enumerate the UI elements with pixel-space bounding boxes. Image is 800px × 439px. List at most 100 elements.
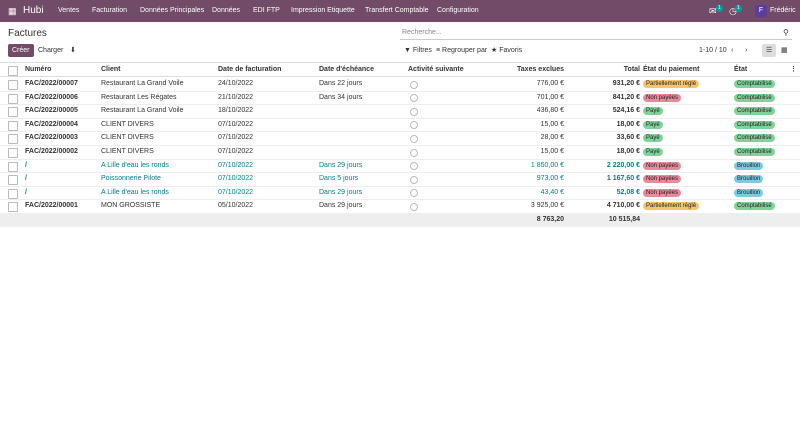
due-date-cell: Dans 34 jours	[319, 93, 363, 101]
row-checkbox[interactable]	[8, 148, 18, 158]
group-by-button[interactable]: ≡ Regrouper par	[436, 47, 488, 54]
invoice-row[interactable]: / Poissonnerie Pilote 07/10/2022 Dans 5 jou…	[0, 172, 800, 187]
number-cell: FAC/2022/00006	[25, 93, 78, 101]
invoice-row[interactable]: FAC/2022/00004 CLIENT DIVERS 07/10/2022 15,…	[0, 118, 800, 133]
optional-columns-toggle[interactable]: ⋮	[790, 66, 797, 73]
filters-label: Filtres	[412, 47, 432, 54]
menu-item[interactable]: Transfert Comptable	[365, 7, 429, 14]
invoice-row[interactable]: FAC/2022/00003 CLIENT DIVERS 07/10/2022 28,…	[0, 131, 800, 146]
activity-icon[interactable]	[410, 148, 418, 157]
pager-prev[interactable]: ‹	[731, 47, 734, 54]
activity-icon[interactable]	[410, 121, 418, 130]
invoice-row[interactable]: FAC/2022/00001 MON GROSSISTE 05/10/2022 Dan…	[0, 199, 800, 214]
state-badge: Comptabilisé	[734, 107, 775, 116]
row-checkbox[interactable]	[8, 202, 18, 213]
row-checkbox[interactable]	[8, 175, 18, 186]
untaxed-cell: 15,00 €	[540, 120, 564, 128]
activity-icon[interactable]	[410, 134, 418, 143]
list-view-button[interactable]: ☰	[762, 44, 777, 57]
total-cell: 18,00 €	[616, 148, 640, 155]
total-cell: 4 710,00 €	[606, 202, 640, 210]
user-name[interactable]: Frédéric	[770, 7, 796, 14]
invoice-row[interactable]: / A Lille d'eau les ronds 07/10/2022 Dans 2…	[0, 186, 800, 201]
column-header[interactable]: Numéro	[25, 66, 52, 73]
activity-icon[interactable]	[410, 189, 418, 198]
invoice-row[interactable]: FAC/2022/00005 Restaurant La Grand Voile 1…	[0, 104, 800, 119]
client-cell: Restaurant La Grand Voile	[101, 107, 184, 115]
client-cell: Restaurant Les Régates	[101, 93, 177, 101]
column-header[interactable]: Date de facturation	[218, 66, 282, 73]
total-cell: 1 167,60 €	[606, 175, 640, 183]
row-checkbox[interactable]	[8, 188, 18, 199]
messages-icon[interactable]: ✉	[709, 6, 717, 16]
control-panel: Factures Recherche... ⚲ Créer Charger ⬇ …	[0, 22, 800, 63]
row-checkbox[interactable]	[8, 120, 18, 131]
untaxed-cell: 28,00 €	[540, 134, 564, 142]
search-placeholder: Recherche...	[402, 29, 442, 36]
search-input[interactable]: Recherche...	[400, 27, 792, 40]
create-button[interactable]: Créer	[8, 44, 34, 57]
row-checkbox[interactable]	[8, 80, 18, 90]
filters-button[interactable]: ▼ Filtres	[404, 47, 432, 54]
column-header[interactable]: Taxes exclues	[517, 66, 564, 73]
untaxed-cell: 701,00 €	[536, 93, 564, 101]
invoice-row[interactable]: / A Lille d'eau les ronds 07/10/2022 Dans 2…	[0, 159, 800, 174]
invoice-row[interactable]: FAC/2022/00006 Restaurant Les Régates 21/1…	[0, 91, 800, 106]
client-cell: CLIENT DIVERS	[101, 120, 154, 128]
invoice-row[interactable]: FAC/2022/00002 CLIENT DIVERS 07/10/2022 15,…	[0, 145, 800, 160]
row-checkbox[interactable]	[8, 93, 18, 104]
untaxed-cell: 3 925,00 €	[530, 202, 564, 210]
download-button[interactable]: ⬇	[70, 47, 76, 54]
payment-state-cell: Non payées	[643, 159, 682, 173]
column-header[interactable]: Activité suivante	[408, 66, 464, 73]
activities-icon[interactable]: ◷	[729, 6, 737, 16]
invoice-date-cell: 07/10/2022	[218, 120, 254, 128]
menu-item[interactable]: EDI FTP	[253, 7, 280, 14]
payment-state-badge: Payé	[643, 120, 663, 129]
menu-item[interactable]: Ventes	[58, 7, 80, 14]
untaxed-cell: 1 850,00 €	[530, 161, 564, 169]
row-checkbox[interactable]	[8, 107, 18, 118]
total-cell: 2 220,00 €	[606, 161, 640, 169]
brand[interactable]: Hubi	[23, 5, 44, 16]
column-header[interactable]: Client	[101, 66, 121, 73]
pager-next[interactable]: ›	[745, 47, 748, 54]
activity-icon[interactable]	[410, 175, 418, 184]
payment-state-badge: Partiellement réglé	[643, 202, 700, 211]
group-by-label: Regrouper par	[442, 47, 488, 54]
column-header[interactable]: État	[734, 66, 748, 73]
column-header[interactable]: Date d'échéance	[319, 66, 374, 73]
row-checkbox[interactable]	[8, 134, 18, 145]
messages-badge: 1	[716, 5, 723, 12]
menu-item[interactable]: Impression Etiquette	[291, 7, 355, 14]
activity-icon[interactable]	[410, 80, 418, 89]
menu-item[interactable]: Configuration	[437, 7, 479, 14]
user-avatar[interactable]: F	[755, 5, 767, 17]
activity-icon[interactable]	[410, 107, 418, 116]
menu-item[interactable]: Facturation	[92, 7, 128, 14]
activity-icon[interactable]	[410, 202, 418, 211]
column-header[interactable]: État du paiement	[643, 66, 700, 73]
favorites-button[interactable]: ★ Favoris	[491, 47, 523, 54]
state-cell: Comptabilisé	[734, 131, 775, 145]
invoice-date-cell: 07/10/2022	[218, 161, 254, 169]
activity-icon[interactable]	[410, 94, 418, 103]
search-icon[interactable]: ⚲	[783, 28, 789, 37]
invoice-date-cell: 05/10/2022	[218, 202, 254, 210]
number-cell: /	[25, 188, 27, 196]
untaxed-cell: 776,00 €	[536, 80, 564, 87]
payment-state-cell: Non payées	[643, 186, 682, 200]
state-badge: Comptabilisé	[734, 93, 775, 102]
menu-item[interactable]: Données	[212, 7, 241, 14]
column-header[interactable]: Total	[623, 66, 640, 73]
upload-button[interactable]: Charger	[38, 47, 64, 54]
favorites-label: Favoris	[499, 47, 523, 54]
activity-icon[interactable]	[410, 162, 418, 171]
row-checkbox[interactable]	[8, 161, 18, 172]
menu-item[interactable]: Données Principales	[140, 7, 205, 14]
invoice-row[interactable]: FAC/2022/00007 Restaurant La Grand Voile 2…	[0, 77, 800, 92]
apps-menu[interactable]: ▦	[8, 6, 17, 16]
due-date-cell: Dans 5 jours	[319, 175, 359, 183]
kanban-view-button[interactable]: ▦	[781, 47, 788, 54]
select-all-checkbox[interactable]	[8, 66, 18, 76]
